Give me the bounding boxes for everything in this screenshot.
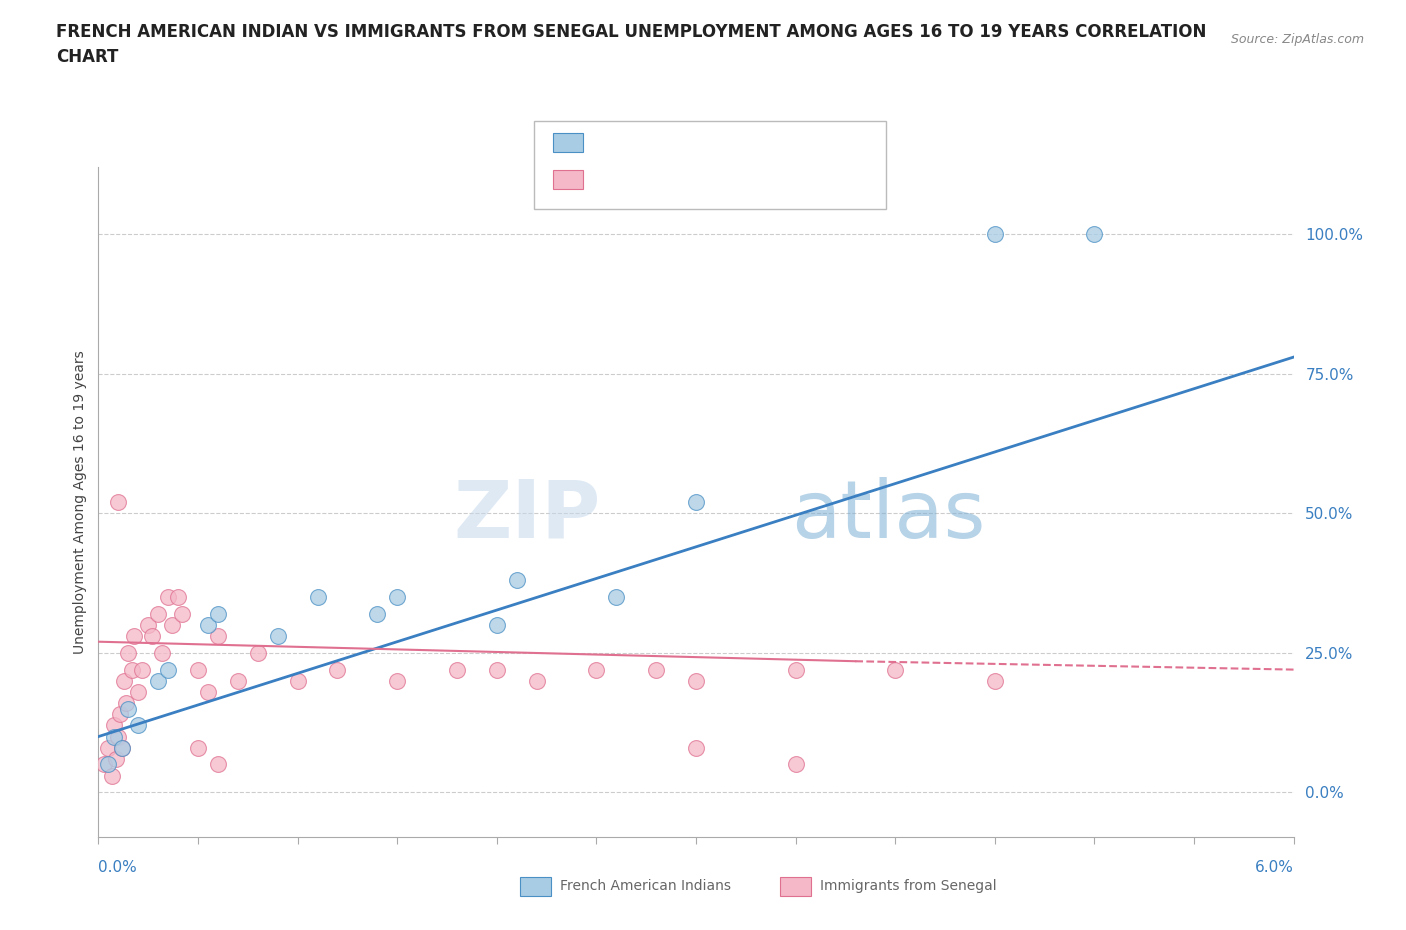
Point	[785, 662, 807, 677]
Text: R =: R =	[591, 172, 619, 187]
Point	[121, 662, 143, 677]
Text: 18: 18	[801, 135, 823, 150]
Point	[117, 701, 139, 716]
Text: 6.0%: 6.0%	[1254, 860, 1294, 875]
Text: 0.0%: 0.0%	[98, 860, 138, 875]
Point	[110, 707, 132, 722]
Point	[115, 696, 138, 711]
Point	[127, 718, 149, 733]
Point	[157, 590, 180, 604]
Point	[485, 618, 508, 632]
Point	[197, 618, 219, 632]
Point	[131, 662, 153, 677]
Point	[326, 662, 349, 677]
Point	[526, 673, 548, 688]
Point	[246, 645, 269, 660]
Point	[157, 662, 180, 677]
Point	[103, 729, 125, 744]
Point	[97, 740, 120, 755]
Point	[105, 751, 128, 766]
Point	[605, 590, 627, 604]
Point	[97, 757, 120, 772]
Point	[141, 629, 163, 644]
Point	[287, 673, 309, 688]
Point	[93, 757, 115, 772]
Point	[101, 768, 124, 783]
Point	[385, 673, 409, 688]
Text: N =: N =	[745, 135, 775, 150]
Point	[385, 590, 409, 604]
Point	[307, 590, 329, 604]
Text: CHART: CHART	[56, 48, 118, 66]
Point	[107, 729, 129, 744]
Point	[645, 662, 668, 677]
Point	[366, 606, 388, 621]
Point	[187, 740, 209, 755]
Point	[207, 629, 229, 644]
Point	[197, 684, 219, 699]
Point	[150, 645, 173, 660]
Point	[226, 673, 249, 688]
Point	[685, 495, 707, 510]
Point	[446, 662, 468, 677]
Text: N =: N =	[745, 172, 775, 187]
Point	[585, 662, 607, 677]
Point	[107, 495, 129, 510]
Point	[148, 606, 170, 621]
Point	[117, 645, 139, 660]
Point	[111, 740, 134, 755]
Point	[127, 684, 149, 699]
Text: 45: 45	[801, 172, 823, 187]
Text: R =: R =	[591, 135, 619, 150]
Point	[884, 662, 907, 677]
Point	[167, 590, 190, 604]
Point	[187, 662, 209, 677]
Text: -0.044: -0.044	[648, 172, 703, 187]
Text: ZIP: ZIP	[453, 476, 600, 554]
Point	[685, 673, 707, 688]
Text: Immigrants from Senegal: Immigrants from Senegal	[820, 879, 997, 894]
Point	[148, 673, 170, 688]
Text: 0.718: 0.718	[661, 135, 709, 150]
Point	[207, 606, 229, 621]
Point	[124, 629, 146, 644]
Point	[136, 618, 159, 632]
Point	[160, 618, 183, 632]
Text: Source: ZipAtlas.com: Source: ZipAtlas.com	[1230, 33, 1364, 46]
Point	[506, 573, 529, 588]
Text: atlas: atlas	[792, 476, 986, 554]
Point	[1083, 227, 1105, 242]
Point	[111, 740, 134, 755]
Point	[485, 662, 508, 677]
Text: French American Indians: French American Indians	[560, 879, 731, 894]
Point	[785, 757, 807, 772]
Point	[983, 673, 1005, 688]
Point	[207, 757, 229, 772]
Point	[103, 718, 125, 733]
Point	[112, 673, 135, 688]
Point	[983, 227, 1005, 242]
Y-axis label: Unemployment Among Ages 16 to 19 years: Unemployment Among Ages 16 to 19 years	[73, 351, 87, 654]
Point	[267, 629, 290, 644]
Point	[685, 740, 707, 755]
Text: FRENCH AMERICAN INDIAN VS IMMIGRANTS FROM SENEGAL UNEMPLOYMENT AMONG AGES 16 TO : FRENCH AMERICAN INDIAN VS IMMIGRANTS FRO…	[56, 23, 1206, 41]
Point	[172, 606, 194, 621]
